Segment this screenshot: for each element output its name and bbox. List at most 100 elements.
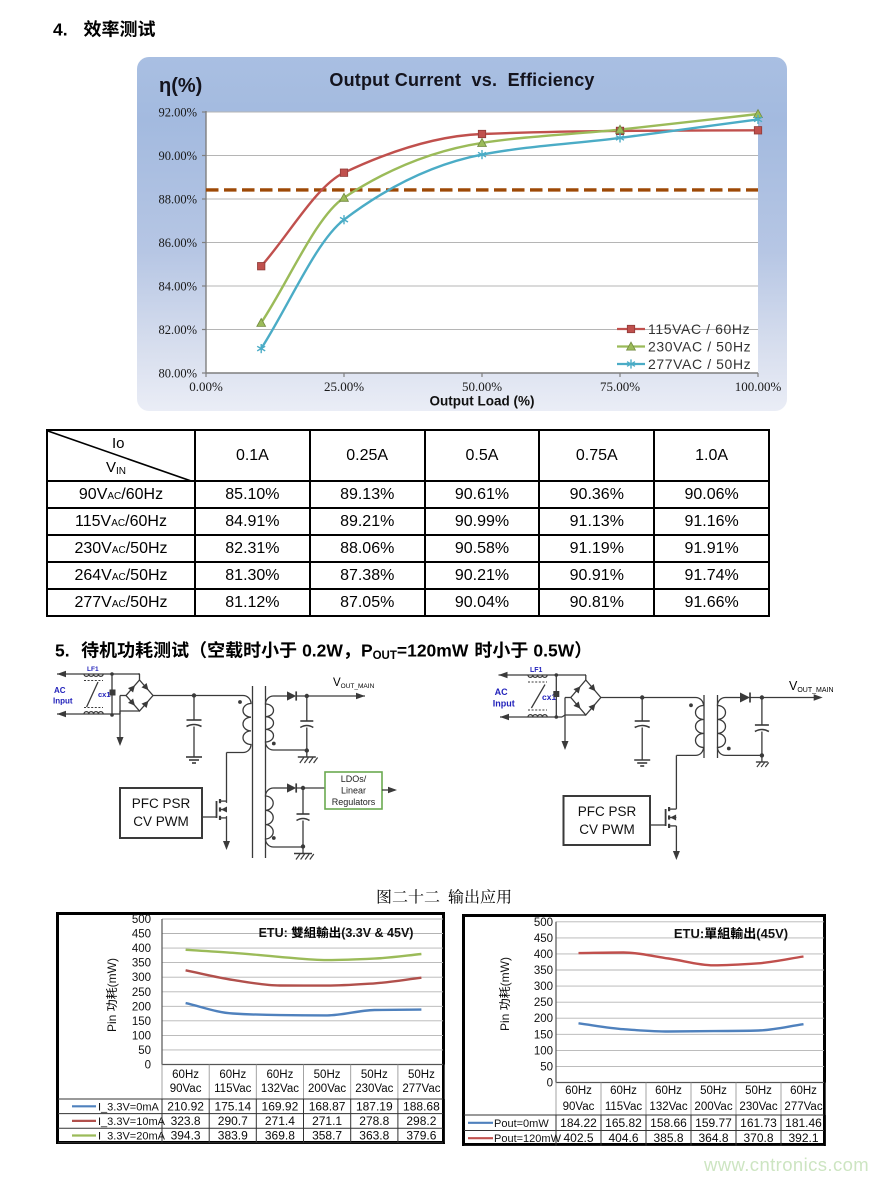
svg-text:132Vac: 132Vac [649, 1101, 687, 1113]
svg-text:350: 350 [132, 958, 151, 970]
svg-text:358.7: 358.7 [312, 1129, 342, 1143]
svg-text:210.92: 210.92 [167, 1099, 204, 1113]
svg-text:271.4: 271.4 [265, 1114, 295, 1128]
svg-text:60Hz: 60Hz [219, 1069, 246, 1081]
svg-text:Output Load (%): Output Load (%) [430, 394, 535, 409]
svg-text:Output Current vs. Efficienc: Output Current vs. Efficiency [329, 70, 594, 90]
svg-text:50Hz: 50Hz [314, 1069, 341, 1081]
svg-text:I_3.3V=20mA: I_3.3V=20mA [98, 1131, 166, 1143]
svg-text:82.00%: 82.00% [158, 323, 197, 337]
svg-text:80.00%: 80.00% [158, 367, 197, 381]
svg-text:168.87: 168.87 [309, 1099, 346, 1113]
svg-text:169.92: 169.92 [262, 1099, 299, 1113]
svg-text:cx1: cx1 [98, 690, 111, 699]
svg-text:VOUT_MAIN: VOUT_MAIN [789, 679, 834, 694]
svg-text:5.: 5. [55, 641, 70, 661]
svg-text:100: 100 [534, 1045, 553, 1057]
svg-text:I_3.3V=0mA: I_3.3V=0mA [98, 1101, 160, 1113]
svg-text:323.8: 323.8 [171, 1114, 201, 1128]
svg-text:100.00%: 100.00% [735, 379, 782, 394]
svg-text:Regulators: Regulators [332, 797, 376, 807]
svg-text:LDOs/: LDOs/ [341, 774, 367, 784]
svg-text:400: 400 [132, 943, 151, 955]
svg-text:230Vac: 230Vac [739, 1101, 777, 1113]
svg-text:271.1: 271.1 [312, 1114, 342, 1128]
svg-text:Pin: Pin [105, 1015, 119, 1032]
svg-text:370.8: 370.8 [743, 1131, 773, 1145]
svg-text:161.73: 161.73 [740, 1116, 777, 1130]
svg-text:60Hz: 60Hz [565, 1085, 592, 1097]
svg-text:88.00%: 88.00% [158, 193, 197, 207]
svg-text:60Hz: 60Hz [172, 1069, 199, 1081]
svg-text:364.8: 364.8 [698, 1131, 728, 1145]
svg-text:4.: 4. [53, 20, 68, 40]
svg-text:115VAC / 60Hz: 115VAC / 60Hz [648, 321, 750, 337]
svg-text:60Hz: 60Hz [790, 1085, 817, 1097]
svg-text:200: 200 [132, 1001, 151, 1013]
svg-text:0: 0 [547, 1078, 553, 1090]
svg-text:200Vac: 200Vac [308, 1083, 346, 1095]
svg-text:165.82: 165.82 [605, 1116, 642, 1130]
svg-text:(mW): (mW) [498, 957, 512, 986]
svg-text:LF1: LF1 [530, 667, 543, 674]
svg-text:188.68: 188.68 [403, 1099, 440, 1113]
svg-text:450: 450 [534, 933, 553, 945]
svg-text:CV PWM: CV PWM [579, 822, 635, 837]
svg-text:0: 0 [145, 1060, 151, 1072]
svg-text:159.77: 159.77 [695, 1116, 732, 1130]
svg-text:115Vac: 115Vac [605, 1101, 643, 1113]
svg-text:Input: Input [493, 699, 515, 709]
svg-text:ETU:: ETU: [674, 926, 704, 941]
svg-text:230Vac: 230Vac [355, 1083, 393, 1095]
svg-text:184.22: 184.22 [560, 1116, 597, 1130]
svg-text:402.5: 402.5 [563, 1131, 593, 1145]
svg-text:Pout=120mW: Pout=120mW [494, 1133, 562, 1145]
svg-text:60Hz: 60Hz [610, 1085, 637, 1097]
svg-text:(mW): (mW) [105, 958, 119, 987]
svg-text:(45V): (45V) [756, 926, 788, 941]
svg-text:363.8: 363.8 [359, 1129, 389, 1143]
svg-text:0.5W: 0.5W [533, 641, 574, 661]
svg-text:60Hz: 60Hz [266, 1069, 293, 1081]
svg-text:75.00%: 75.00% [600, 379, 640, 394]
svg-text:300: 300 [534, 981, 553, 993]
svg-text:=120mW: =120mW [397, 641, 469, 661]
svg-text:Pin: Pin [498, 1014, 512, 1031]
svg-text:187.19: 187.19 [356, 1099, 393, 1113]
svg-text:I_3.3V=10mA: I_3.3V=10mA [98, 1116, 166, 1128]
svg-text:385.8: 385.8 [653, 1131, 683, 1145]
svg-text:500: 500 [132, 914, 151, 926]
svg-text:Pout=0mW: Pout=0mW [494, 1118, 549, 1130]
svg-text:277VAC / 50Hz: 277VAC / 50Hz [648, 356, 751, 372]
svg-text:50Hz: 50Hz [745, 1085, 772, 1097]
svg-text:LF1: LF1 [87, 666, 99, 673]
svg-text:0.00%: 0.00% [189, 379, 223, 394]
svg-text:Linear: Linear [341, 786, 366, 796]
svg-text:25.00%: 25.00% [324, 379, 364, 394]
svg-text:PFC PSR: PFC PSR [132, 796, 191, 811]
svg-text:150: 150 [132, 1016, 151, 1028]
svg-text:AC: AC [54, 686, 66, 695]
svg-text:90Vac: 90Vac [563, 1101, 595, 1113]
svg-text:50Hz: 50Hz [361, 1069, 388, 1081]
svg-text:200Vac: 200Vac [694, 1101, 732, 1113]
svg-text:175.14: 175.14 [214, 1099, 251, 1113]
svg-text:404.6: 404.6 [608, 1131, 638, 1145]
svg-text:300: 300 [132, 972, 151, 984]
svg-text:Input: Input [53, 697, 73, 706]
svg-text:AC: AC [495, 687, 508, 697]
svg-text:298.2: 298.2 [406, 1114, 436, 1128]
svg-text:50Hz: 50Hz [408, 1069, 435, 1081]
svg-text:60Hz: 60Hz [655, 1085, 682, 1097]
svg-text:0.2W: 0.2W [302, 641, 343, 661]
svg-text:115Vac: 115Vac [214, 1083, 252, 1095]
svg-text:392.1: 392.1 [788, 1131, 818, 1145]
svg-text:158.66: 158.66 [650, 1116, 687, 1130]
svg-text:181.46: 181.46 [785, 1116, 822, 1130]
svg-text:250: 250 [132, 987, 151, 999]
svg-text:86.00%: 86.00% [158, 236, 197, 250]
svg-text:P: P [361, 641, 373, 661]
svg-text:50Hz: 50Hz [700, 1085, 727, 1097]
svg-text:50: 50 [138, 1045, 151, 1057]
svg-text:50.00%: 50.00% [462, 379, 502, 394]
